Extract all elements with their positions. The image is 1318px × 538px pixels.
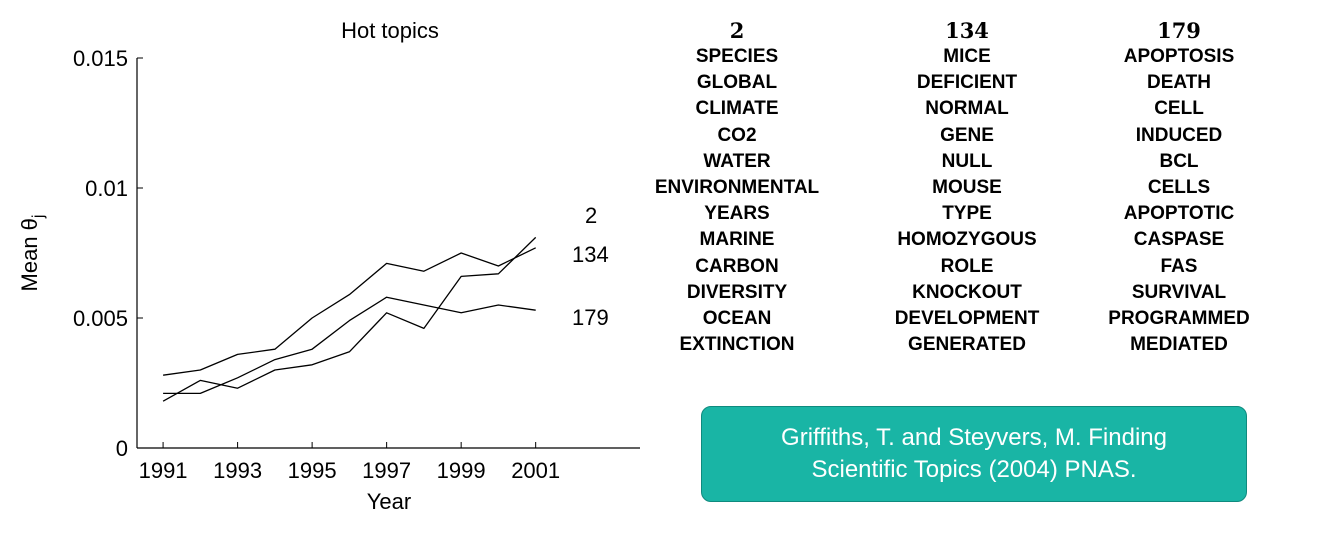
topic-word-list: SPECIES GLOBAL CLIMATE CO2 WATER ENVIRON… bbox=[637, 44, 837, 358]
chart-title: Hot topics bbox=[341, 18, 439, 43]
topic-word: HOMOZYGOUS bbox=[897, 229, 1037, 251]
topic-word: SURVIVAL bbox=[1131, 281, 1227, 303]
topic-word-list: MICE DEFICIENT NORMAL GENE NULL MOUSE TY… bbox=[867, 44, 1067, 358]
series-line-179 bbox=[163, 296, 536, 395]
topic-word: MICE bbox=[943, 46, 991, 67]
topic-word: BCL bbox=[1159, 150, 1199, 172]
topic-column-179: 179 APOPTOSIS DEATH CELL INDUCED BCL CEL… bbox=[1079, 18, 1279, 358]
topic-word: PROGRAMMED bbox=[1108, 307, 1250, 329]
x-tick-label: 1993 bbox=[213, 458, 262, 483]
topic-word: DEVELOPMENT bbox=[894, 307, 1040, 329]
topic-word: CASPASE bbox=[1133, 229, 1225, 251]
topic-id: 2 bbox=[729, 18, 745, 43]
y-axis-label-main: Mean θ bbox=[17, 218, 42, 291]
topic-word: GLOBAL bbox=[696, 72, 778, 94]
topic-word: EXTINCTION bbox=[679, 334, 795, 356]
topic-word: OCEAN bbox=[702, 307, 772, 329]
citation-line-2: Scientific Topics (2004) PNAS. bbox=[811, 456, 1137, 483]
topic-word: CELL bbox=[1154, 98, 1204, 120]
topic-word: FAS bbox=[1160, 255, 1198, 277]
topic-word: DEATH bbox=[1146, 72, 1212, 94]
topic-word: NULL bbox=[941, 150, 993, 172]
x-tick-label: 2001 bbox=[511, 458, 560, 483]
topic-id: 134 bbox=[945, 18, 989, 43]
citation-box: Griffiths, T. and Steyvers, M. Finding S… bbox=[701, 406, 1247, 502]
topic-word: MEDIATED bbox=[1130, 334, 1228, 356]
topic-word: CO2 bbox=[717, 124, 757, 146]
topic-column-134: 134 MICE DEFICIENT NORMAL GENE NULL MOUS… bbox=[867, 18, 1067, 358]
topic-word: GENE bbox=[940, 124, 994, 146]
y-tick-label: 0.01 bbox=[85, 176, 128, 201]
x-tick-label: 1999 bbox=[437, 458, 486, 483]
citation-line-1: Griffiths, T. and Steyvers, M. Finding bbox=[781, 424, 1167, 451]
topic-word: CLIMATE bbox=[695, 98, 779, 120]
topic-word: CARBON bbox=[695, 255, 779, 277]
x-tick-label: 1991 bbox=[139, 458, 188, 483]
topic-column-2: 2 SPECIES GLOBAL CLIMATE CO2 WATER ENVIR… bbox=[637, 18, 837, 358]
topic-word-list: APOPTOSIS DEATH CELL INDUCED BCL CELLS A… bbox=[1079, 44, 1279, 358]
series-line-2 bbox=[163, 247, 536, 376]
topic-id: 179 bbox=[1157, 18, 1201, 43]
topic-word: APOPTOSIS bbox=[1123, 46, 1235, 67]
series-lines bbox=[162, 236, 537, 402]
topic-word: MOUSE bbox=[932, 176, 1002, 198]
topic-word: WATER bbox=[703, 150, 771, 172]
x-axis-label: Year bbox=[367, 489, 411, 514]
series-line-134 bbox=[162, 236, 537, 402]
topic-word: ROLE bbox=[940, 255, 994, 277]
y-axis-label-subscript: j bbox=[30, 215, 47, 220]
series-label-134: 134 bbox=[572, 242, 609, 267]
topic-word: GENERATED bbox=[908, 334, 1026, 356]
y-ticks: 0 0.005 0.01 0.015 bbox=[73, 46, 143, 461]
svg-text:Mean θj: Mean θj bbox=[17, 215, 47, 292]
topic-word: SPECIES bbox=[695, 46, 779, 67]
topic-word: CELLS bbox=[1147, 176, 1211, 198]
topic-word: TYPE bbox=[942, 203, 992, 225]
topic-word: MARINE bbox=[699, 229, 775, 251]
y-axis-label: Mean θj bbox=[17, 215, 47, 292]
topic-word: KNOCKOUT bbox=[912, 281, 1022, 303]
axes bbox=[136, 58, 640, 449]
topic-word: YEARS bbox=[704, 203, 770, 225]
x-tick-label: 1995 bbox=[288, 458, 337, 483]
series-label-179: 179 bbox=[572, 305, 609, 330]
x-ticks: 1991 1993 1995 1997 1999 2001 bbox=[139, 442, 560, 483]
hot-topics-chart: Hot topics Mean θj Year 1991 1993 1995 1997… bbox=[17, 18, 640, 514]
y-tick-label: 0.005 bbox=[73, 306, 128, 331]
topic-word: DEFICIENT bbox=[916, 72, 1018, 94]
series-labels: 2 134 179 bbox=[572, 203, 609, 330]
x-tick-label: 1997 bbox=[362, 458, 411, 483]
y-tick-label: 0 bbox=[116, 436, 128, 461]
y-tick-label: 0.015 bbox=[73, 46, 128, 71]
topic-word: NORMAL bbox=[925, 98, 1009, 120]
topic-word: DIVERSITY bbox=[686, 281, 788, 303]
series-label-2: 2 bbox=[585, 203, 597, 228]
topic-word: APOPTOTIC bbox=[1123, 203, 1235, 225]
topic-word: INDUCED bbox=[1135, 124, 1223, 146]
topic-word: ENVIRONMENTAL bbox=[654, 176, 820, 198]
